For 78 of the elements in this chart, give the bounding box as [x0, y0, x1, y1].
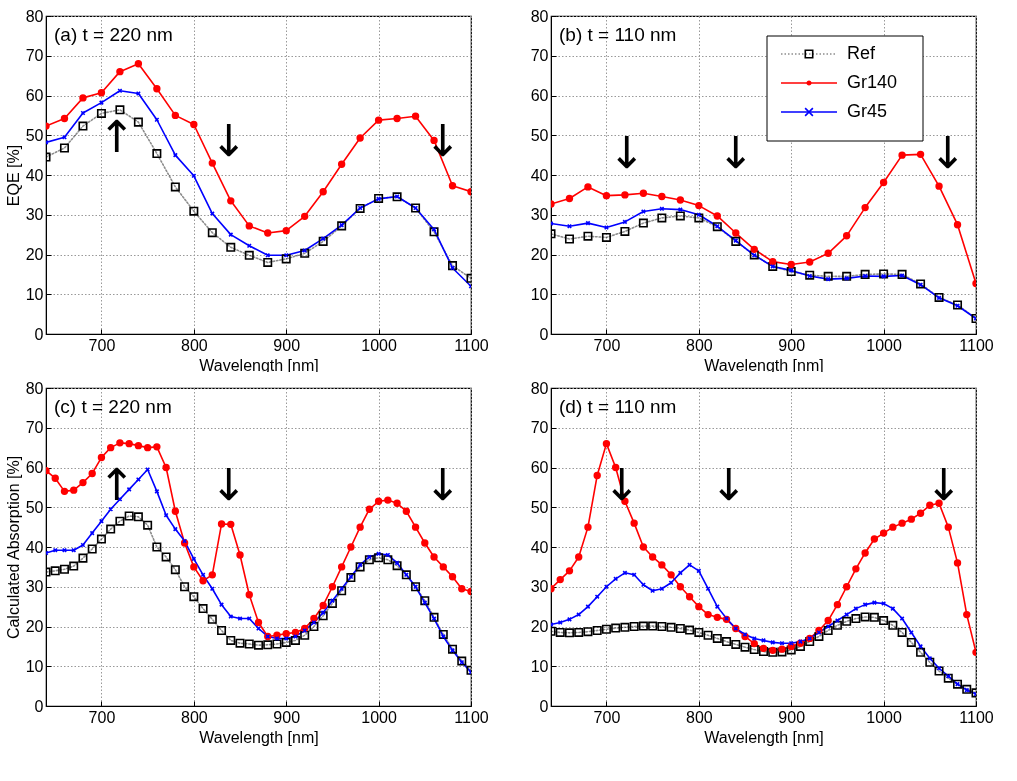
- y-tick-label: 10: [25, 657, 44, 675]
- y-tick-label: 60: [530, 87, 549, 104]
- y-tick-label: 0: [34, 325, 44, 343]
- y-tick-label: 70: [25, 47, 44, 65]
- y-tick-label: 20: [25, 246, 44, 263]
- x-tick-label: 1000: [361, 336, 398, 354]
- x-tick-label: 800: [180, 708, 208, 726]
- annotation: ↓: [210, 459, 248, 510]
- y-tick-label: 0: [539, 697, 549, 715]
- x-tick-label: 1000: [866, 336, 903, 354]
- annotation: ↓: [710, 459, 748, 510]
- chart-title: (b) t = 110 nm: [559, 24, 677, 45]
- y-axis-title: EQE [%]: [4, 144, 22, 207]
- annotation: ↓: [424, 115, 462, 166]
- y-tick-label: 30: [530, 578, 549, 596]
- legend-label: Gr45: [847, 101, 888, 121]
- y-tick-label: 20: [25, 618, 44, 635]
- y-tick-label: 10: [25, 285, 44, 303]
- y-tick-label: 70: [25, 419, 44, 437]
- y-tick-label: 20: [530, 246, 549, 263]
- x-axis-title: Wavelength [nm]: [704, 728, 824, 746]
- annotation: ↓: [608, 127, 646, 178]
- x-tick-label: 1100: [959, 336, 994, 354]
- x-tick-label: 700: [88, 708, 116, 726]
- y-tick-label: 80: [530, 7, 549, 25]
- y-tick-label: 30: [530, 206, 549, 224]
- x-tick-label: 900: [273, 336, 301, 354]
- x-tick-label: 1000: [361, 708, 398, 726]
- x-tick-label: 1000: [866, 708, 903, 726]
- annotation: ↓: [925, 459, 963, 510]
- y-tick-label: 50: [530, 498, 549, 516]
- y-tick-label: 60: [25, 459, 44, 476]
- y-tick-label: 0: [539, 325, 549, 343]
- y-tick-label: 70: [530, 419, 549, 437]
- y-tick-label: 50: [530, 126, 549, 144]
- y-tick-label: 40: [25, 538, 44, 556]
- legend-label: Ref: [847, 43, 877, 63]
- y-tick-label: 40: [25, 166, 44, 184]
- y-tick-label: 60: [25, 87, 44, 104]
- y-tick-label: 50: [25, 126, 44, 144]
- x-tick-label: 700: [593, 708, 621, 726]
- y-tick-label: 70: [530, 47, 549, 65]
- chart-title: (c) t = 220 nm: [54, 396, 172, 417]
- chart-title: (a) t = 220 nm: [54, 24, 173, 45]
- y-axis-title: Calculated Absorption [%]: [4, 455, 22, 640]
- y-tick-label: 80: [25, 7, 44, 25]
- y-tick-label: 50: [25, 498, 44, 516]
- y-tick-label: 80: [530, 379, 549, 397]
- x-tick-label: 1100: [959, 708, 994, 726]
- y-tick-label: 40: [530, 538, 549, 556]
- y-tick-label: 10: [530, 657, 549, 675]
- x-tick-label: 900: [778, 336, 806, 354]
- y-tick-label: 40: [530, 166, 549, 184]
- x-tick-label: 900: [778, 708, 806, 726]
- y-tick-label: 0: [34, 697, 44, 715]
- x-tick-label: 1100: [454, 708, 489, 726]
- y-tick-label: 10: [530, 285, 549, 303]
- annotation: ↑: [98, 111, 136, 162]
- x-tick-label: 700: [88, 336, 116, 354]
- annotation: ↓: [929, 127, 967, 178]
- chart-title: (d) t = 110 nm: [559, 396, 677, 417]
- y-tick-label: 60: [530, 459, 549, 476]
- y-tick-label: 20: [530, 618, 549, 635]
- x-tick-label: 900: [273, 708, 301, 726]
- x-tick-label: 800: [180, 336, 208, 354]
- y-tick-label: 30: [25, 578, 44, 596]
- x-tick-label: 800: [685, 336, 713, 354]
- annotation: ↑: [98, 459, 136, 510]
- x-tick-label: 700: [593, 336, 621, 354]
- annotation: ↓: [210, 115, 248, 166]
- y-tick-label: 80: [25, 379, 44, 397]
- annotation: ↓: [424, 459, 462, 510]
- x-tick-label: 800: [685, 708, 713, 726]
- x-tick-label: 1100: [454, 336, 489, 354]
- annotation: ↓: [717, 127, 755, 178]
- y-tick-label: 30: [25, 206, 44, 224]
- x-axis-title: Wavelength [nm]: [199, 728, 319, 746]
- legend-label: Gr140: [847, 72, 898, 92]
